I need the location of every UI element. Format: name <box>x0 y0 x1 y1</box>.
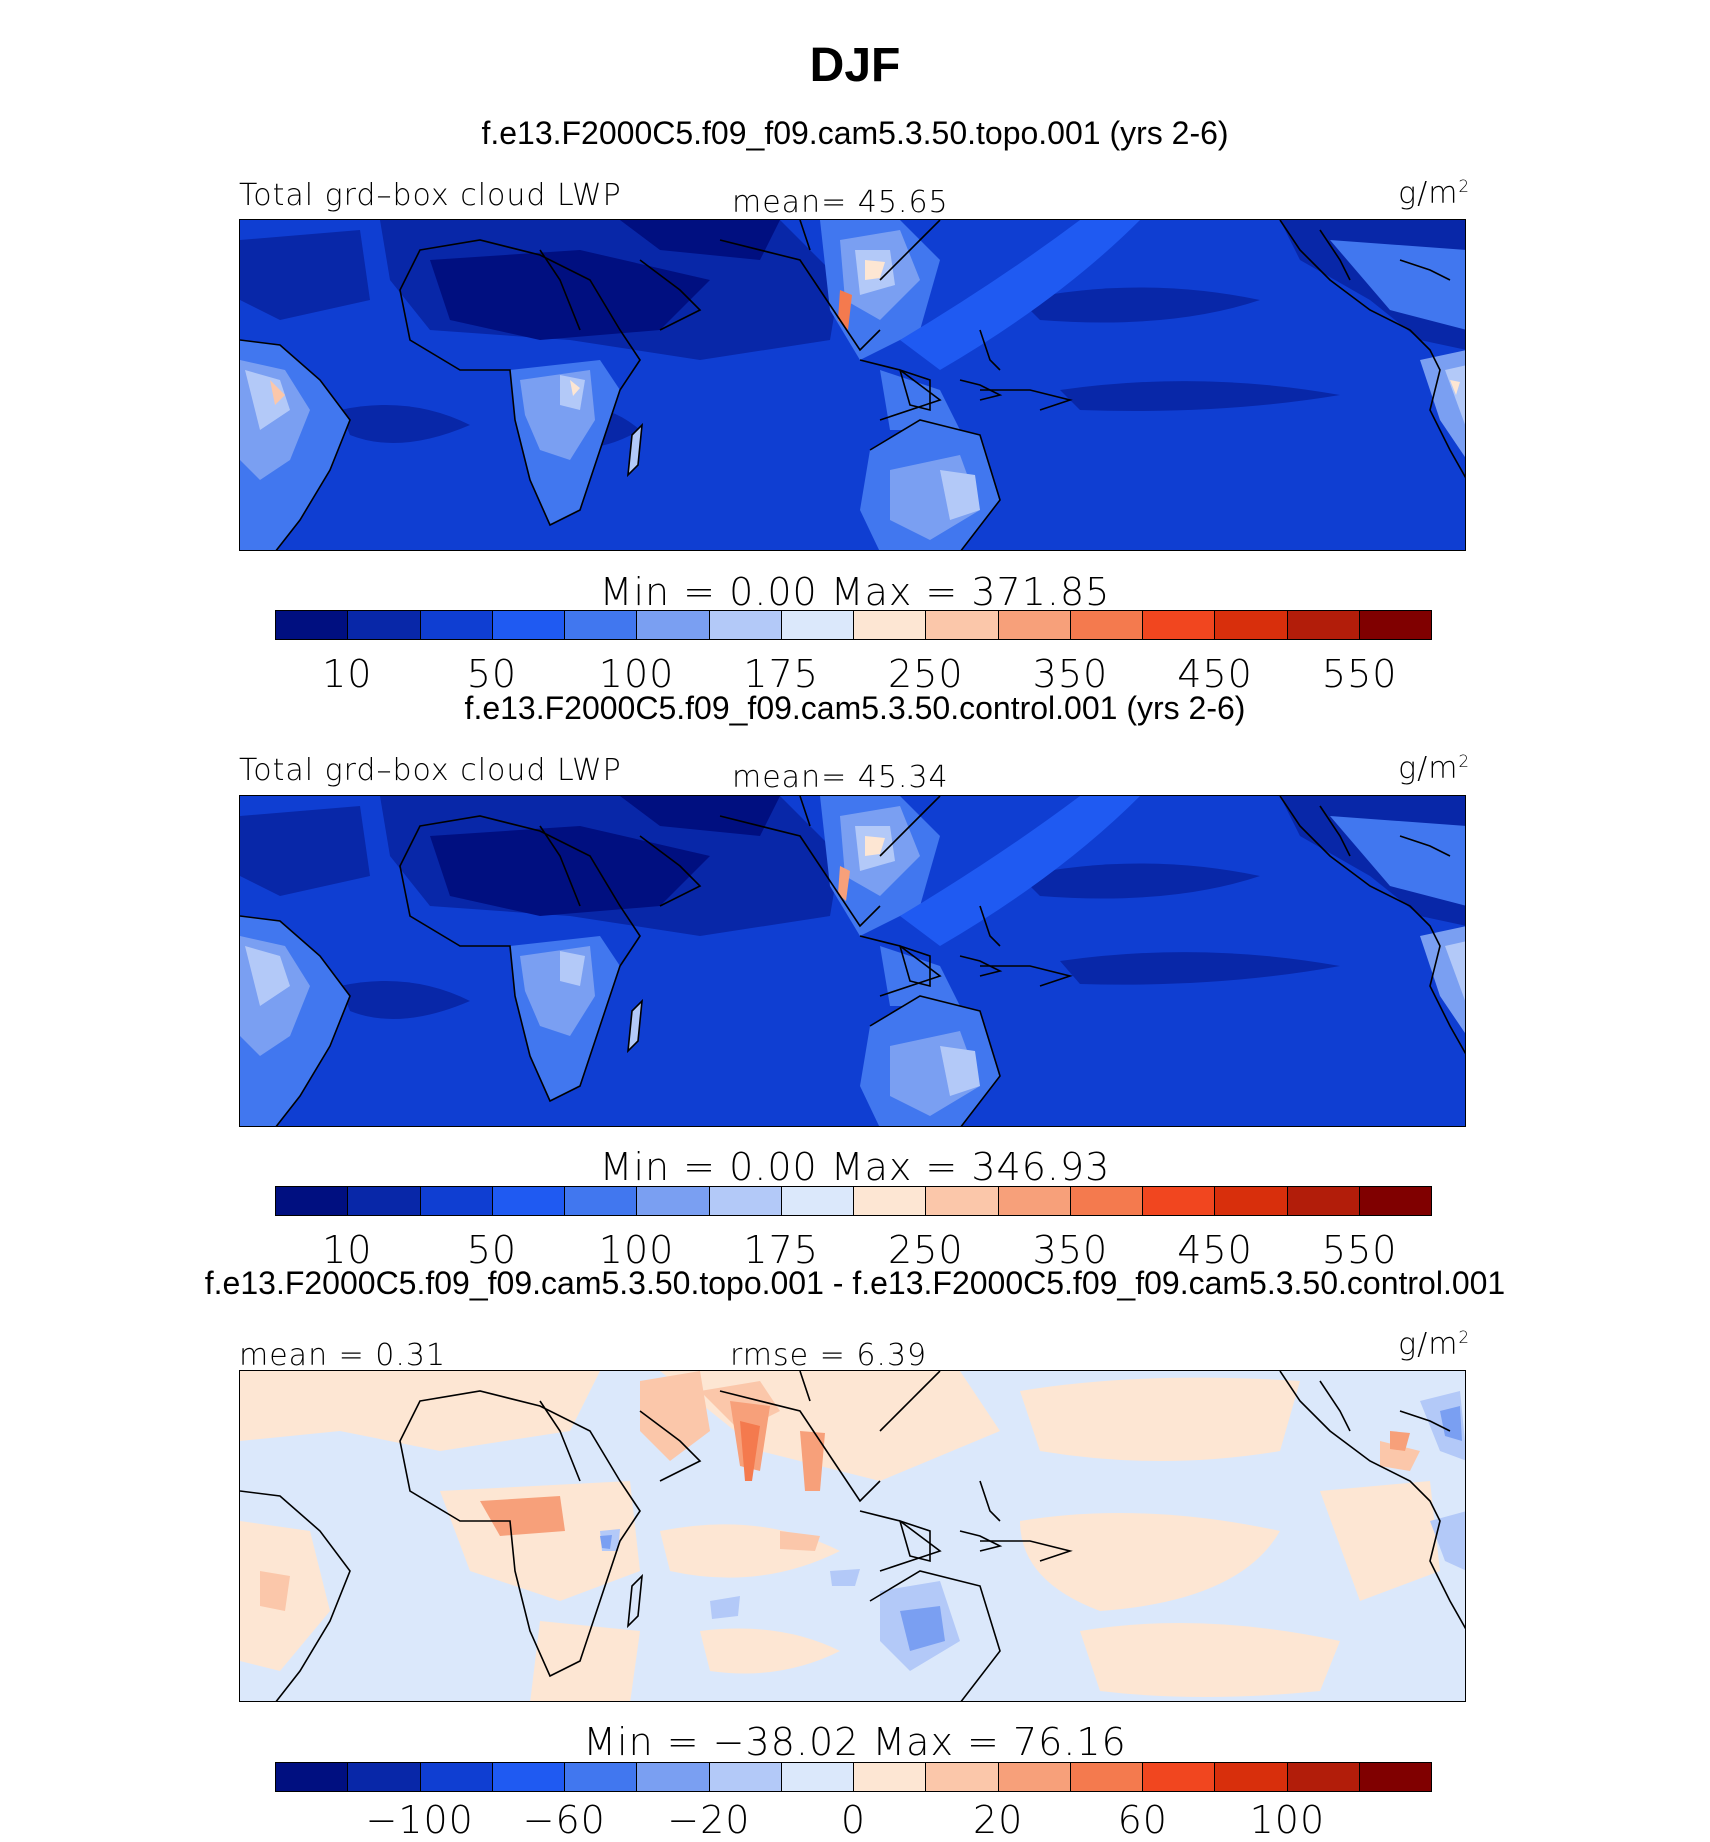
colorbar-swatch <box>709 1187 782 1215</box>
colorbar-swatch <box>565 1763 638 1791</box>
colorbar-swatch <box>781 1763 854 1791</box>
colorbar-swatch <box>1070 1187 1143 1215</box>
colorbar-swatch <box>1287 1187 1360 1215</box>
colorbar-tick-label: 0 <box>840 1798 867 1842</box>
colorbar-swatch <box>854 1763 927 1791</box>
colorbar-tick-label: 20 <box>972 1798 1024 1842</box>
colorbar-tick-label: 450 <box>1177 652 1253 696</box>
colorbar-swatch <box>1070 611 1143 639</box>
colorbar-swatch <box>420 1763 493 1791</box>
panel1-case-title: f.e13.F2000C5.f09_f09.cam5.3.50.topo.001… <box>481 115 1229 151</box>
colorbar-swatch <box>420 1187 493 1215</box>
colorbar-tick-label: 350 <box>1032 652 1109 696</box>
colorbar-tick-label: 10 <box>322 652 373 696</box>
colorbar-swatch <box>276 1763 349 1791</box>
colorbar-tick-label: 350 <box>1032 1228 1109 1272</box>
colorbar-swatch <box>926 1763 999 1791</box>
colorbar-tick-label: 450 <box>1177 1228 1253 1272</box>
colorbar-swatch <box>420 611 493 639</box>
colorbar-swatch <box>998 1763 1071 1791</box>
colorbar-swatch <box>781 611 854 639</box>
colorbar-swatch <box>1143 611 1216 639</box>
colorbar-tick-label: 10 <box>322 1228 373 1272</box>
colorbar-swatch <box>1143 1187 1216 1215</box>
panel2-colorbar <box>275 1186 1432 1216</box>
colorbar-tick-label: 50 <box>466 652 518 696</box>
colorbar-tick-label: −60 <box>522 1798 606 1842</box>
panel2-variable-label: Total grd–box cloud LWP <box>239 753 622 788</box>
colorbar-tick-label: −20 <box>667 1798 751 1842</box>
panel1-units-label: g/m2 <box>1398 176 1470 211</box>
colorbar-swatch <box>1359 1763 1431 1791</box>
colorbar-tick-label: 50 <box>466 1228 518 1272</box>
panel2-mean-label: mean= 45.34 <box>732 760 949 795</box>
panel3-mean-label: mean = 0.31 <box>239 1338 447 1373</box>
colorbar-tick-label: 250 <box>888 652 964 696</box>
colorbar-swatch <box>926 611 999 639</box>
colorbar-swatch <box>709 611 782 639</box>
colorbar-swatch <box>709 1763 782 1791</box>
panel1-minmax: Min = 0.00 Max = 371.85 <box>599 570 1111 614</box>
colorbar-swatch <box>348 1763 421 1791</box>
figure-title: DJF <box>809 39 901 92</box>
colorbar-tick-label: 175 <box>743 652 819 696</box>
panel1-colorbar <box>275 610 1432 640</box>
colorbar-swatch <box>1359 611 1431 639</box>
panel3-colorbar <box>275 1762 1432 1792</box>
colorbar-tick-label: 100 <box>1249 1798 1326 1842</box>
colorbar-swatch <box>1215 611 1288 639</box>
colorbar-swatch <box>637 1763 710 1791</box>
colorbar-tick-label: 100 <box>598 652 675 696</box>
panel2-minmax: Min = 0.00 Max = 346.93 <box>599 1145 1111 1189</box>
colorbar-tick-label: −100 <box>365 1798 474 1842</box>
panel3-case-title: f.e13.F2000C5.f09_f09.cam5.3.50.topo.001… <box>204 1265 1506 1301</box>
colorbar-swatch <box>637 1187 710 1215</box>
colorbar-tick-label: 550 <box>1321 1228 1398 1272</box>
colorbar-swatch <box>998 611 1071 639</box>
colorbar-swatch <box>276 1187 349 1215</box>
colorbar-swatch <box>998 1187 1071 1215</box>
colorbar-swatch <box>276 611 349 639</box>
colorbar-swatch <box>1215 1187 1288 1215</box>
colorbar-swatch <box>854 611 927 639</box>
colorbar-swatch <box>854 1187 927 1215</box>
colorbar-swatch <box>565 1187 638 1215</box>
panel1-map <box>239 219 1466 551</box>
colorbar-swatch <box>637 611 710 639</box>
panel2-case-title: f.e13.F2000C5.f09_f09.cam5.3.50.control.… <box>464 690 1246 726</box>
colorbar-swatch <box>1215 1763 1288 1791</box>
panel3-map <box>239 1370 1466 1702</box>
panel2-units-label: g/m2 <box>1398 751 1470 786</box>
colorbar-swatch <box>565 611 638 639</box>
colorbar-swatch <box>348 1187 421 1215</box>
colorbar-tick-label: 175 <box>743 1228 819 1272</box>
colorbar-tick-label: 250 <box>888 1228 964 1272</box>
colorbar-tick-label: 550 <box>1321 652 1398 696</box>
colorbar-swatch <box>781 1187 854 1215</box>
colorbar-tick-label: 100 <box>598 1228 675 1272</box>
colorbar-swatch <box>1070 1763 1143 1791</box>
panel3-units-label: g/m2 <box>1398 1327 1470 1362</box>
colorbar-swatch <box>492 1187 565 1215</box>
panel2-map <box>239 795 1466 1127</box>
panel1-variable-label: Total grd–box cloud LWP <box>239 178 622 213</box>
colorbar-swatch <box>492 611 565 639</box>
panel1-mean-label: mean= 45.65 <box>732 185 949 220</box>
colorbar-swatch <box>1359 1187 1431 1215</box>
colorbar-swatch <box>492 1763 565 1791</box>
colorbar-tick-label: 60 <box>1117 1798 1168 1842</box>
panel3-rmse-label: rmse = 6.39 <box>730 1338 928 1373</box>
colorbar-swatch <box>1287 611 1360 639</box>
panel3-minmax: Min = −38.02 Max = 76.16 <box>583 1720 1127 1764</box>
colorbar-swatch <box>926 1187 999 1215</box>
colorbar-swatch <box>348 611 421 639</box>
colorbar-swatch <box>1287 1763 1360 1791</box>
colorbar-swatch <box>1143 1763 1216 1791</box>
